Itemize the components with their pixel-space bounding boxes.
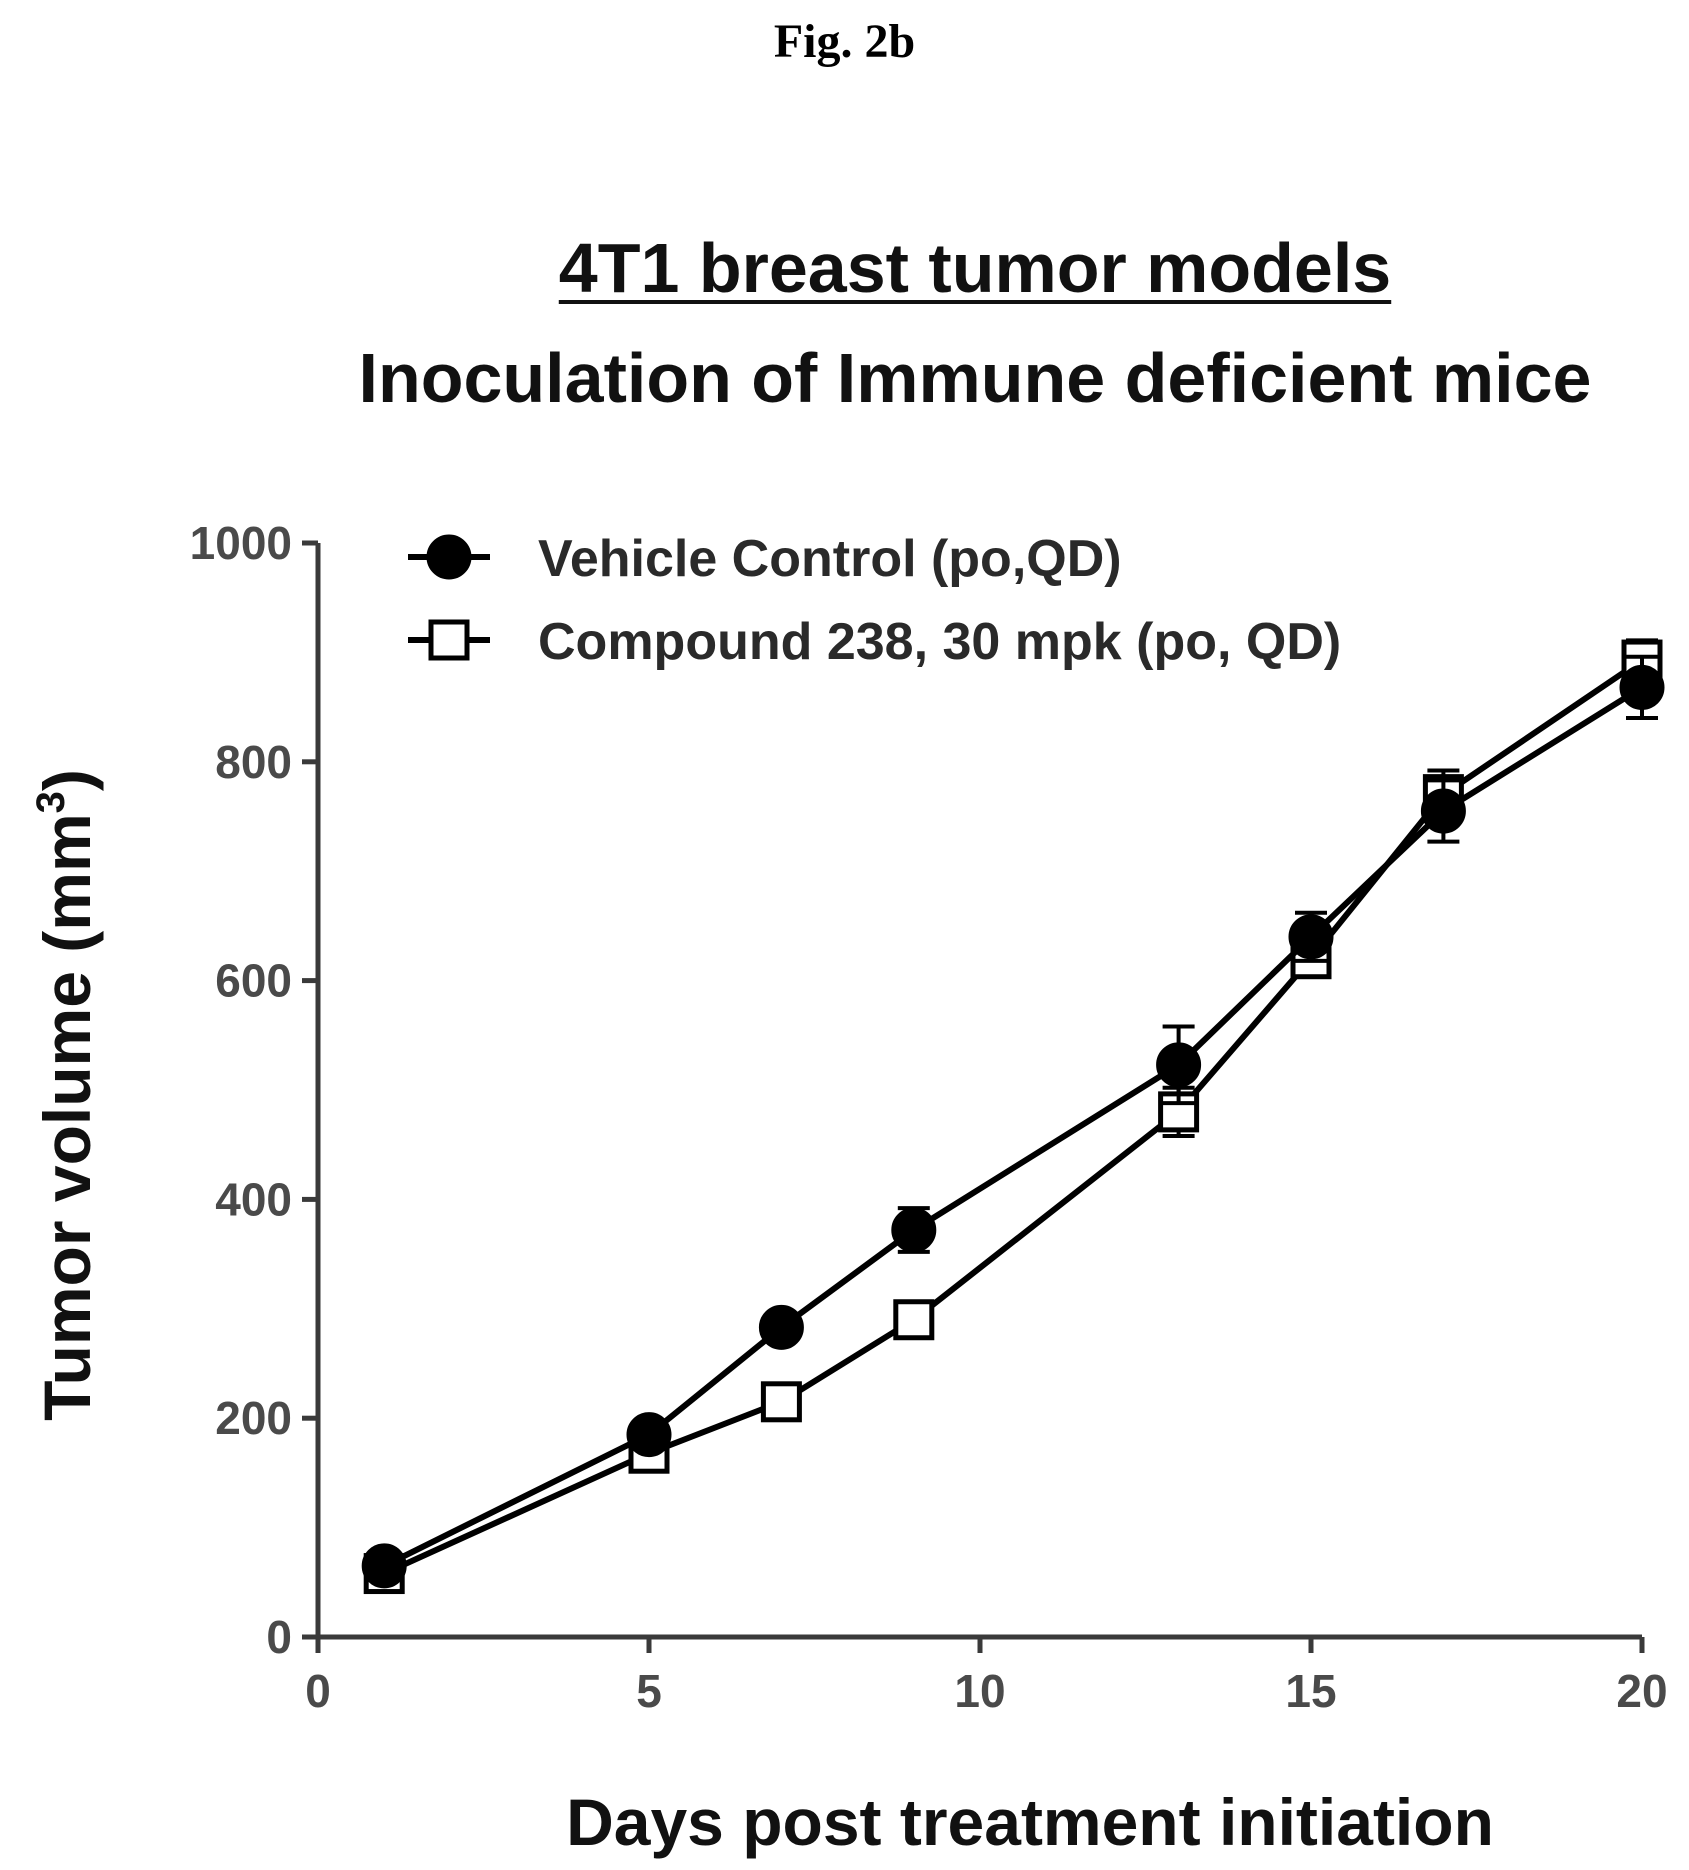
legend-label: Compound 238, 30 mpk (po, QD) (538, 613, 1341, 671)
series-compound-238 (363, 638, 1663, 1595)
x-tick-label: 15 (1285, 1665, 1336, 1717)
x-tick-label: 20 (1616, 1665, 1667, 1717)
legend-item-compound-238: Compound 238, 30 mpk (po, QD) (408, 613, 1341, 671)
data-point (1288, 914, 1334, 960)
x-tick-label: 5 (636, 1665, 662, 1717)
y-axis-title-close: ) (30, 769, 104, 791)
series-vehicle-control (361, 654, 1665, 1589)
data-point (361, 1543, 407, 1589)
plot-area (361, 638, 1665, 1595)
data-point (891, 1207, 937, 1253)
series-line (382, 657, 1644, 1577)
y-tick-label: 0 (266, 1611, 292, 1663)
data-point (760, 1381, 802, 1423)
y-tick-label: 400 (215, 1173, 292, 1225)
y-tick-label: 800 (215, 736, 292, 788)
legend-marker (428, 619, 470, 661)
y-axis-title-main: Tumor volume (mm (30, 813, 104, 1421)
data-point (626, 1412, 672, 1458)
legend-marker (426, 534, 472, 580)
legend: Vehicle Control (po,QD) Compound 238, 30 … (408, 530, 1341, 671)
x-axis-title: Days post treatment initiation (566, 1785, 1494, 1859)
y-axis-title-superscript: 3 (29, 791, 73, 813)
legend-item-vehicle-control: Vehicle Control (po,QD) (408, 530, 1122, 588)
figure-label: Fig. 2b (773, 15, 916, 68)
y-tick-label: 200 (215, 1392, 292, 1444)
data-point (893, 1299, 935, 1341)
legend-label: Vehicle Control (po,QD) (538, 530, 1122, 588)
chart-subtitle: Inoculation of Immune deficient mice (358, 339, 1592, 417)
data-point (1156, 1042, 1202, 1088)
y-axis-title: Tumor volume (mm3) (29, 769, 104, 1421)
data-point (758, 1304, 804, 1350)
data-point (1619, 664, 1665, 710)
series-line (382, 684, 1644, 1569)
data-point (1420, 788, 1466, 834)
y-tick-label: 600 (215, 955, 292, 1007)
x-tick-label: 0 (305, 1665, 331, 1717)
axes: 0 200 400 600 800 1000 0 5 10 15 20 (190, 517, 1668, 1717)
y-tick-label: 1000 (190, 517, 292, 569)
chart-title: 4T1 breast tumor models (558, 229, 1392, 307)
x-tick-label: 10 (954, 1665, 1005, 1717)
